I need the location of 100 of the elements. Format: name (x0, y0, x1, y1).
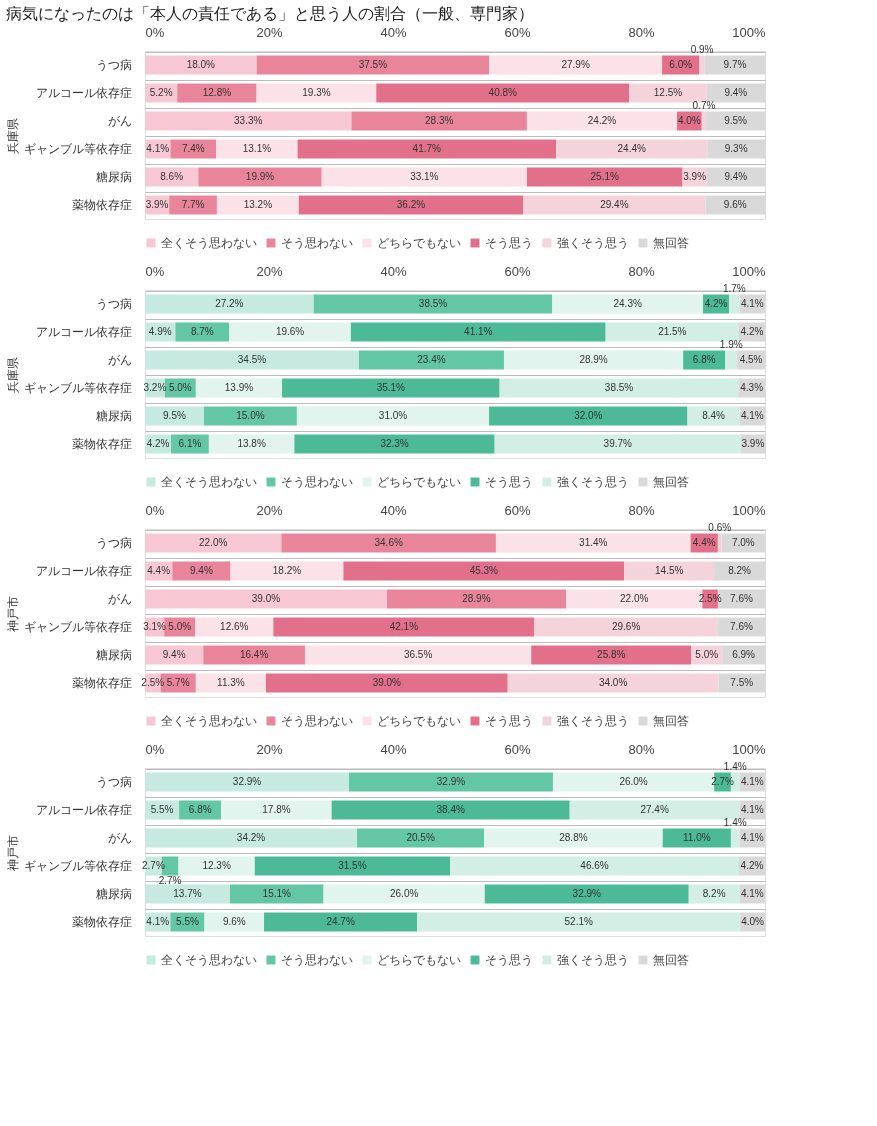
y-tick-label: 薬物依存症 (71, 676, 132, 690)
legend-label: どちらでもない (377, 953, 461, 967)
data-label: 39.0% (372, 677, 402, 688)
data-label: 37.5% (358, 59, 388, 70)
data-label: 34.5% (237, 354, 267, 365)
data-label: 5.0% (695, 649, 719, 660)
data-label: 4.5% (739, 354, 763, 365)
data-label: 15.1% (262, 888, 292, 899)
x-tick-label: 100% (732, 24, 766, 40)
data-label: 2.7% (141, 860, 165, 871)
data-label: 3.9% (741, 438, 765, 449)
data-label: 26.0% (619, 776, 648, 787)
data-label: 38.5% (604, 382, 634, 393)
data-label: 18.2% (272, 565, 302, 576)
y-tick-label: 糖尿病 (95, 170, 132, 184)
data-label: 52.1% (564, 916, 593, 927)
data-label: 8.2% (728, 565, 752, 576)
data-label: 13.2% (243, 199, 273, 210)
data-label: 24.4% (617, 143, 646, 154)
legend-label: そう思う (485, 236, 533, 250)
data-label: 27.2% (215, 298, 244, 309)
data-label: 31.5% (338, 860, 367, 871)
x-tick-label: 0% (145, 24, 165, 40)
data-label: 1.7% (722, 283, 746, 294)
data-label: 12.3% (202, 860, 231, 871)
legend-label: どちらでもない (377, 236, 461, 250)
y-tick-label: アルコール依存症 (35, 325, 132, 339)
data-label: 5.0% (168, 382, 192, 393)
legend-label: 全くそう思わない (161, 475, 257, 489)
y-axis-title: 兵庫県 (5, 356, 20, 393)
y-tick-label: 糖尿病 (95, 648, 132, 662)
data-label: 4.2% (740, 860, 764, 871)
data-label: 24.3% (613, 298, 642, 309)
data-label: 12.5% (653, 87, 683, 98)
data-label: 46.6% (580, 860, 609, 871)
data-label: 5.5% (150, 804, 174, 815)
x-tick-label: 80% (628, 741, 655, 757)
data-label: 41.7% (412, 143, 442, 154)
legend-label: そう思う (485, 953, 533, 967)
y-tick-label: 薬物依存症 (71, 198, 132, 212)
x-tick-label: 0% (145, 263, 165, 279)
data-label: 4.1% (740, 804, 764, 815)
data-label: 32.9% (436, 776, 466, 787)
x-tick-label: 100% (732, 741, 766, 757)
data-label: 22.0% (620, 593, 649, 604)
y-tick-label: がん (107, 353, 132, 367)
legend-label: 無回答 (653, 953, 689, 967)
data-label: 25.8% (597, 649, 626, 660)
data-label: 4.1% (146, 916, 170, 927)
data-label: 36.5% (403, 649, 433, 660)
x-tick-label: 20% (256, 263, 283, 279)
y-tick-label: 薬物依存症 (71, 437, 132, 451)
data-label: 27.4% (640, 804, 669, 815)
data-label: 0.7% (692, 100, 716, 111)
data-label: 45.3% (469, 565, 499, 576)
y-tick-label: うつ病 (95, 536, 132, 550)
data-label: 28.9% (579, 354, 608, 365)
data-label: 20.5% (406, 832, 435, 843)
data-label: 4.4% (692, 537, 716, 548)
data-label: 13.9% (224, 382, 254, 393)
data-label: 4.1% (740, 410, 764, 421)
legend-label: 強くそう思う (557, 953, 629, 967)
y-tick-label: ギャンブル等依存症 (23, 142, 132, 156)
data-label: 24.7% (326, 916, 355, 927)
data-label: 4.1% (740, 776, 764, 787)
data-label: 13.8% (237, 438, 266, 449)
x-tick-label: 100% (732, 263, 766, 279)
data-label: 8.2% (702, 888, 726, 899)
y-tick-label: ギャンブル等依存症 (23, 859, 132, 873)
data-label: 0.9% (690, 44, 714, 55)
data-label: 34.0% (598, 677, 628, 688)
y-tick-label: ギャンブル等依存症 (23, 620, 132, 634)
data-label: 7.5% (730, 677, 754, 688)
data-label: 1.4% (723, 817, 747, 828)
data-label: 8.4% (702, 410, 726, 421)
data-label: 3.1% (143, 621, 167, 632)
data-label: 5.5% (176, 916, 199, 927)
data-label: 4.1% (740, 832, 764, 843)
data-label: 3.9% (145, 199, 169, 210)
legend-label: 無回答 (653, 236, 689, 250)
y-tick-label: ギャンブル等依存症 (23, 381, 132, 395)
data-label: 24.2% (587, 115, 617, 126)
data-label: 7.6% (730, 621, 753, 632)
data-label: 8.7% (190, 326, 214, 337)
data-label: 27.9% (561, 59, 590, 70)
data-label: 4.0% (677, 115, 701, 126)
legend-label: 無回答 (653, 714, 689, 728)
data-label: 0.6% (708, 522, 732, 533)
data-label: 15.0% (236, 410, 265, 421)
x-tick-label: 40% (380, 24, 407, 40)
legend-label: 強くそう思う (557, 475, 629, 489)
x-tick-label: 40% (380, 741, 407, 757)
data-label: 18.0% (186, 59, 216, 70)
x-tick-label: 20% (256, 24, 283, 40)
y-tick-label: 糖尿病 (95, 887, 132, 901)
legend-label: 全くそう思わない (161, 953, 257, 967)
data-label: 7.4% (181, 143, 205, 154)
data-label: 6.0% (669, 59, 693, 70)
data-label: 4.2% (704, 298, 728, 309)
data-label: 21.5% (658, 326, 687, 337)
